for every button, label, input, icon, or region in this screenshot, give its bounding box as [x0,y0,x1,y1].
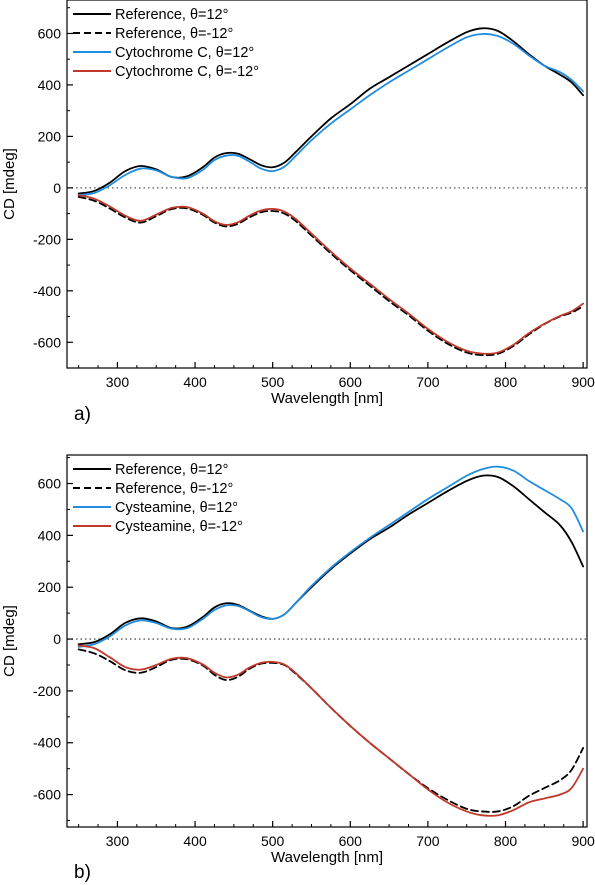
x-tick-label: 600 [339,374,363,390]
y-tick-label: -200 [33,231,61,247]
y-tick-label: 0 [53,180,61,196]
legend-entry: Reference, θ=-12° [115,26,233,42]
series-group [77,465,585,817]
legend-entry: Reference, θ=12° [115,462,228,478]
legend: Reference, θ=12° Reference, θ=-12° Cysteam… [73,462,243,535]
x-tick-label: 500 [261,374,285,390]
legend-entry: Cytochrome C, θ=12° [115,45,254,61]
x-tick-label: 300 [106,833,130,849]
plot-frame [66,454,588,828]
x-tick-label: 400 [183,374,207,390]
series-line-2 [77,195,585,357]
y-axis: -600 -400 -200 0 200 400 600 [33,457,73,822]
series-line-4 [77,194,585,355]
panel-label: b) [74,862,91,883]
y-tick-label: -200 [33,683,61,699]
y-tick-label: -600 [33,787,61,803]
x-axis-label: Wavelength [nm] [271,390,383,407]
legend-entry: Cysteamine, θ=12° [115,500,238,516]
x-tick-label: 900 [571,374,595,390]
legend-entry: Cysteamine, θ=-12° [115,519,243,535]
x-axis: 300 400 500 600 700 800 900 [78,821,595,849]
y-tick-label: 600 [38,25,62,41]
y-tick-label: -600 [33,334,61,350]
x-tick-label: 900 [571,833,595,849]
y-axis: -600 -400 -200 0 200 400 600 [33,7,73,369]
plot-frame [66,0,588,369]
y-tick-label: 200 [38,128,62,144]
y-tick-label: -400 [33,735,61,751]
legend-entry: Reference, θ=-12° [115,481,233,497]
series-line-4 [77,644,585,817]
x-axis: 300 400 500 600 700 800 900 [78,362,595,390]
x-tick-label: 700 [416,833,440,849]
y-axis-label: CD [mdeg] [1,605,18,677]
series-line-3 [77,33,585,196]
panel-b: 300 400 500 600 700 800 900 -600 -400 -200 0 200 400… [1,454,595,883]
x-tick-label: 800 [494,374,518,390]
y-tick-label: 600 [38,476,62,492]
y-tick-label: 400 [38,527,62,543]
x-tick-label: 300 [106,374,130,390]
y-tick-label: -400 [33,283,61,299]
series-line-3 [77,465,585,648]
x-tick-label: 700 [416,374,440,390]
x-axis-label: Wavelength [nm] [271,849,383,866]
legend-entry: Reference, θ=12° [115,7,228,23]
x-tick-label: 600 [339,833,363,849]
legend: Reference, θ=12° Reference, θ=-12° Cytochr… [73,7,259,80]
y-tick-label: 200 [38,579,62,595]
x-tick-label: 400 [183,833,207,849]
x-tick-label: 800 [494,833,518,849]
y-tick-label: 0 [53,631,61,647]
panel-a: 300 400 500 600 700 800 900 -600 -400 -200 0 200 400… [1,0,595,425]
legend-entry: Cytochrome C, θ=-12° [115,64,259,80]
x-tick-label: 500 [261,833,285,849]
y-axis-label: CD [mdeg] [1,148,18,220]
series-group [77,27,585,357]
panel-label: a) [74,404,91,425]
series-line-2 [77,648,585,813]
y-tick-label: 400 [38,77,62,93]
